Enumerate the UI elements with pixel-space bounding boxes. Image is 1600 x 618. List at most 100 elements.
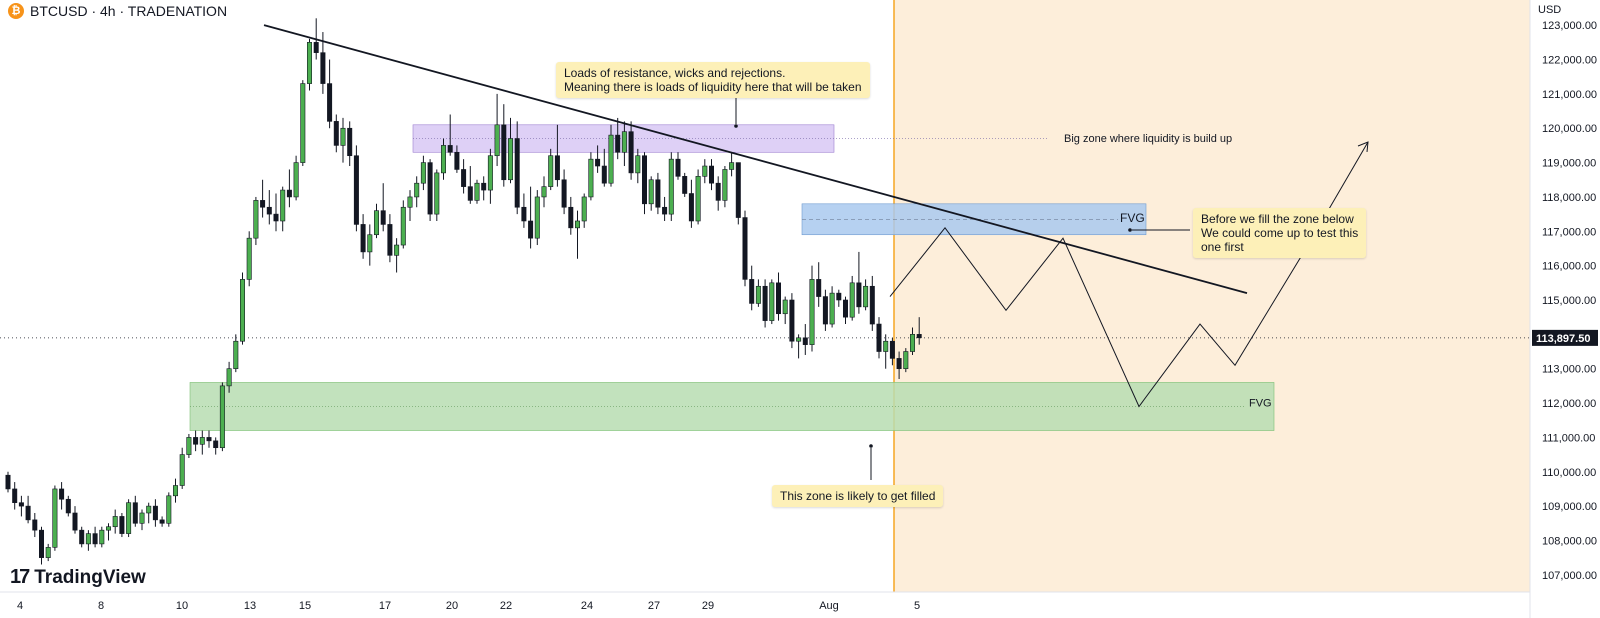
candle-body: [749, 279, 755, 304]
candle-body: [876, 323, 882, 352]
tradingview-logo[interactable]: 17 TradingView: [10, 566, 146, 589]
candle-body: [782, 299, 788, 315]
candle-body: [173, 485, 179, 497]
candle-body: [735, 162, 741, 218]
time-tick-label: 10: [176, 600, 188, 612]
candle-body: [179, 454, 185, 486]
candle-body: [467, 186, 473, 201]
currency-label[interactable]: USD: [1538, 4, 1562, 16]
candle-body: [360, 224, 366, 253]
candle-body: [414, 182, 420, 198]
candle-body: [186, 437, 192, 455]
candle-body: [320, 52, 326, 84]
price-tick-label: 116,000.00: [1542, 261, 1596, 273]
candle-body: [528, 220, 534, 239]
candle-body: [762, 285, 768, 321]
candle-body: [59, 488, 65, 500]
candle-body: [434, 172, 440, 215]
test-zone-note-line-2: We could come up to test this: [1201, 226, 1359, 240]
tradingview-brand-name: TradingView: [34, 566, 146, 588]
candle-body: [132, 502, 138, 524]
test-zone-note-pointer-dot: [1128, 228, 1132, 232]
resistance-note-line-1: Loads of resistance, wicks and rejection…: [564, 66, 786, 80]
candle-body: [675, 158, 681, 177]
candle-body: [822, 296, 828, 325]
candle-body: [829, 292, 835, 325]
candle-body: [494, 124, 500, 157]
resistance-note-pointer-dot: [734, 124, 738, 128]
candle-body: [387, 224, 393, 256]
candle-body: [340, 127, 346, 146]
candle-body: [869, 285, 875, 325]
candle-body: [420, 162, 426, 184]
candle-body: [849, 282, 855, 318]
candle-body: [447, 145, 453, 153]
last-price-tag[interactable]: [1532, 329, 1598, 346]
candle-body: [246, 237, 252, 280]
candle-body: [380, 210, 386, 225]
candle-body: [99, 529, 105, 545]
fill-zone-note-text: This zone is likely to get filled: [780, 489, 936, 503]
candle-body: [333, 121, 339, 146]
candle-body: [427, 162, 433, 215]
price-tick-label: 115,000.00: [1542, 295, 1596, 307]
candle-body: [568, 206, 574, 229]
candle-body: [889, 340, 895, 359]
candle-body: [72, 512, 78, 531]
descending-trendline[interactable]: [263, 24, 1248, 294]
candle-body: [548, 155, 554, 187]
candle-body: [916, 334, 922, 339]
projection-path[interactable]: [889, 141, 1369, 408]
resistance-note[interactable]: Loads of resistance, wicks and rejection…: [556, 62, 870, 98]
candle-body: [796, 337, 802, 342]
candle-body: [903, 351, 909, 370]
candle-body: [18, 502, 24, 507]
price-tick-label: 122,000.00: [1542, 55, 1597, 67]
fill-zone-note[interactable]: This zone is likely to get filled: [772, 485, 944, 507]
candle-body: [909, 334, 915, 352]
candle-body: [635, 155, 641, 174]
candle-body: [85, 533, 91, 545]
candle-body: [722, 169, 728, 201]
candle-body: [507, 138, 513, 181]
candle-body: [253, 200, 259, 239]
candle-body: [595, 158, 601, 167]
candle-body: [293, 162, 299, 198]
symbol-title: BTCUSD · 4h · TRADENATION: [30, 3, 228, 19]
candle-body: [883, 340, 889, 352]
candle-body: [306, 42, 312, 84]
price-tick-label: 110,000.00: [1542, 467, 1596, 479]
time-tick-label: 8: [98, 600, 104, 612]
candle-body: [702, 165, 708, 177]
candle-body: [193, 437, 199, 445]
candle-body: [755, 285, 761, 304]
last-price-label: 113,897.50: [1536, 333, 1590, 345]
test-zone-note-line-3: one first: [1201, 240, 1244, 254]
candle-body: [461, 169, 467, 187]
symbol-header[interactable]: ₿ BTCUSD · 4h · TRADENATION: [8, 3, 227, 19]
candle-body: [233, 340, 239, 370]
candle-body: [682, 176, 688, 194]
candle-body: [501, 124, 507, 181]
candle-body: [601, 165, 607, 184]
test-zone-note[interactable]: Before we fill the zone below We could c…: [1193, 208, 1367, 258]
candle-body: [708, 165, 714, 184]
candle-body: [662, 206, 668, 215]
candle-body: [407, 196, 413, 208]
candle-body: [863, 285, 869, 308]
candle-body: [668, 158, 674, 215]
candle-body: [139, 512, 145, 524]
candle-body: [789, 299, 795, 342]
price-tick-label: 123,000.00: [1542, 20, 1597, 32]
candle-body: [146, 505, 152, 514]
candle-body: [367, 234, 373, 253]
candle-body: [394, 244, 400, 256]
candle-body: [836, 292, 842, 301]
candle-body: [729, 162, 735, 170]
time-tick-label: 17: [379, 600, 391, 612]
time-tick-label: 22: [500, 600, 512, 612]
candle-body: [373, 210, 379, 236]
time-tick-label: 5: [914, 600, 920, 612]
